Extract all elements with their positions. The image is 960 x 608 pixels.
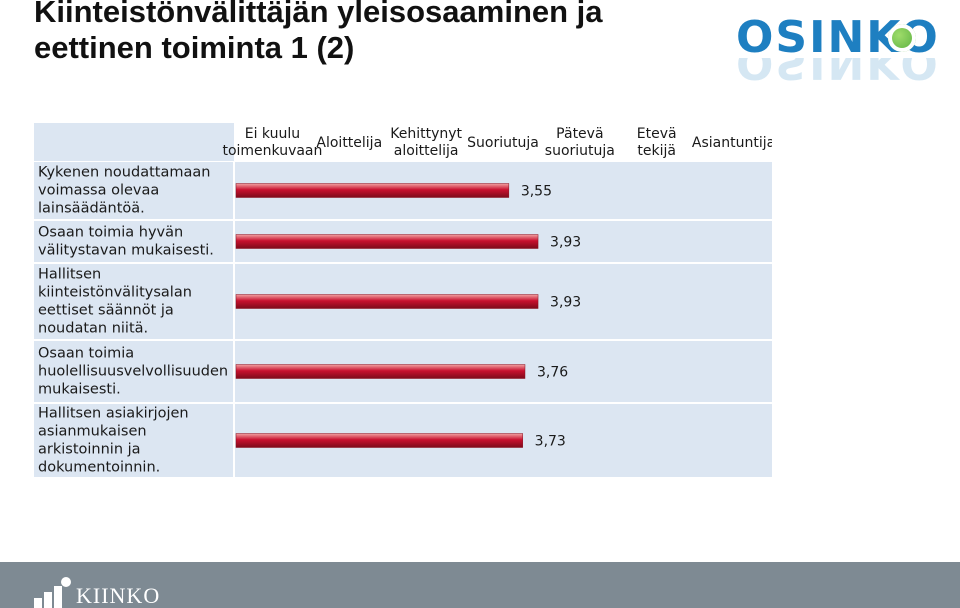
value-label: 3,93 [550,295,581,311]
chart-panel: Ei kuulu toimenkuvaan Aloittelija Kehittyny… [34,123,772,478]
logo-dot-icon [888,24,916,52]
row-label-bg [34,221,233,262]
row-label-bg [34,341,233,402]
value-label: 3,73 [535,434,566,450]
data-bar [235,294,539,309]
header-corner [34,123,234,161]
row-label-bg [34,162,233,219]
scale-label: Kehittynyt aloittelija [390,126,462,159]
footer-brand: KIINKO [76,583,161,608]
slide-title-line1: Kiinteistönvälittäjän yleisosaaminen ja [34,0,603,29]
scale-label: Pätevä suoriutuja [545,126,615,159]
category-label: Hallitsen asiakirjojen asianmukaisen arkis… [38,406,189,476]
scale-label: Etevä tekijä [637,126,677,159]
row-label-bg [34,264,233,339]
data-bar [235,433,523,448]
category-label: Hallitsen kiinteistönvälitysalan eettiset … [38,267,192,337]
row-label-bg [34,404,233,477]
category-label: Osaan toimia huolellisuusvelvollisuuden mu… [38,346,228,398]
kiinko-logo-icon [34,576,72,608]
scale-label: Aloittelija [316,135,382,151]
scale-label: Suoriutuja [467,135,539,151]
logo-reflection: OSINKO [736,58,940,88]
footer-bar [0,562,960,608]
value-label: 3,76 [537,365,568,381]
osinko-logo: OSINKO OSINKO [736,12,940,94]
slide-title: Kiinteistönvälittäjän yleisosaaminen ja … [34,0,603,66]
scale-label: Asiantuntija [692,135,772,151]
slide-title-line2: eettinen toiminta 1 (2) [34,30,355,65]
data-bar [235,183,510,198]
data-bar [235,364,526,379]
value-label: 3,55 [521,184,552,200]
category-label: Osaan toimia hyvän välitystavan mukaisest… [38,225,214,259]
scale-label: Ei kuulu toimenkuvaan [222,126,322,159]
value-label: 3,93 [550,235,581,251]
data-bar [235,234,539,249]
category-label: Kykenen noudattamaan voimassa olevaa lains… [38,165,210,217]
